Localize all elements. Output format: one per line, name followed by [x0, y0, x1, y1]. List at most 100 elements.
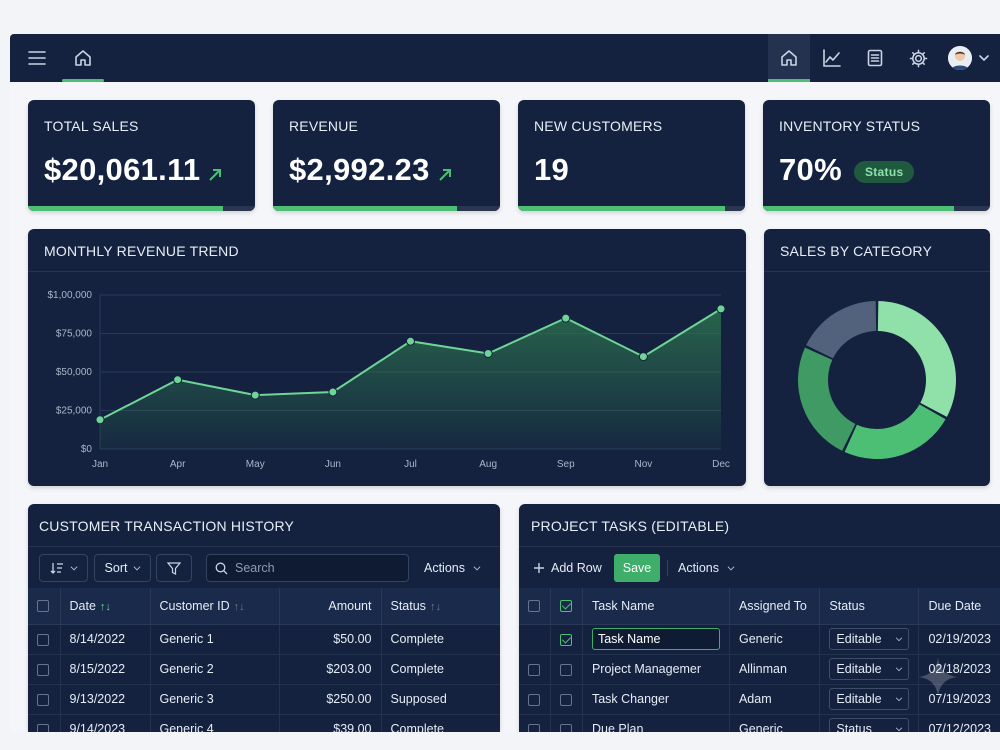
- divider: [28, 271, 746, 272]
- row-checkbox[interactable]: [550, 654, 583, 685]
- select-all-checkbox[interactable]: [28, 588, 61, 625]
- cell-due-date[interactable]: 07/12/2023: [918, 714, 1000, 732]
- x-tick-label: Jun: [325, 459, 341, 470]
- row-checkbox[interactable]: [519, 654, 552, 685]
- monthly-revenue-chart-card: MONTHLY REVENUE TREND $0 $25,000 $50,000 $7…: [28, 229, 746, 486]
- kpi-progress-bar: [273, 206, 500, 211]
- cell-task-name[interactable]: Due Plan: [582, 714, 730, 732]
- cell-amount: $250.00: [279, 684, 382, 715]
- column-header-due-date[interactable]: Due Date: [918, 588, 1000, 625]
- filter-icon: [167, 561, 181, 575]
- cell-assignee[interactable]: Generic: [729, 714, 821, 732]
- status-badge[interactable]: Status: [853, 160, 915, 183]
- table-row[interactable]: 9/14/2023 Generic 4 $39.00 Complete: [28, 714, 500, 732]
- avatar[interactable]: [948, 46, 972, 70]
- cell-status[interactable]: Status: [819, 714, 920, 732]
- chart-title: SALES BY CATEGORY: [780, 243, 933, 259]
- table-row[interactable]: Project Managemer Allinman Editable 02/1…: [519, 654, 1000, 685]
- y-tick-label: $75,000: [56, 329, 93, 340]
- filter-button[interactable]: [156, 554, 192, 582]
- cell-assignee[interactable]: Allinman: [729, 654, 821, 685]
- row-checkbox[interactable]: [550, 624, 583, 655]
- cell-assignee[interactable]: Adam: [729, 684, 821, 715]
- transaction-table: Date ↑↓ Customer ID ↑↓ Amount Status ↑↓ 8/1…: [28, 588, 500, 732]
- kpi-progress-bar: [28, 206, 255, 211]
- row-checkbox[interactable]: [28, 624, 61, 655]
- x-tick-label: Apr: [170, 459, 186, 470]
- table-row[interactable]: Task Changer Adam Editable 07/19/2023: [519, 684, 1000, 715]
- kpi-progress-bar: [518, 206, 745, 211]
- add-row-button[interactable]: Add Row: [533, 554, 602, 582]
- cell-date: 9/14/2023: [60, 714, 151, 732]
- row-checkbox[interactable]: [550, 714, 583, 732]
- table-row[interactable]: 9/13/2022 Generic 3 $250.00 Supposed: [28, 684, 500, 715]
- gear-icon[interactable]: [897, 34, 939, 82]
- kpi-label: REVENUE: [289, 118, 359, 134]
- row-checkbox[interactable]: [28, 654, 61, 685]
- x-tick-label: May: [246, 459, 265, 470]
- save-button[interactable]: Save: [614, 554, 660, 582]
- table-row[interactable]: Task Name Generic Editable 02/19/2023: [519, 624, 1000, 655]
- cell-customer: Generic 2: [150, 654, 280, 685]
- cell-due-date[interactable]: 02/18/2023: [918, 654, 1000, 685]
- home-icon[interactable]: [768, 34, 810, 82]
- table-title: PROJECT TASKS (EDITABLE): [531, 518, 730, 534]
- cell-amount: $39.00: [279, 714, 382, 732]
- row-checkbox[interactable]: [550, 684, 583, 715]
- y-tick-label: $25,000: [56, 406, 93, 417]
- status-select[interactable]: Editable: [829, 628, 910, 650]
- row-checkbox[interactable]: [28, 714, 61, 732]
- cell-task-name[interactable]: Project Managemer: [582, 654, 730, 685]
- status-select[interactable]: Editable: [829, 688, 910, 710]
- row-checkbox[interactable]: [519, 714, 552, 732]
- hamburger-icon[interactable]: [16, 34, 58, 82]
- active-tab-indicator: [768, 79, 810, 82]
- task-name-input[interactable]: Task Name: [591, 628, 720, 650]
- column-header-customer-id[interactable]: Customer ID ↑↓: [150, 588, 280, 625]
- cell-task-name[interactable]: Task Changer: [582, 684, 730, 715]
- table-row[interactable]: 8/14/2022 Generic 1 $50.00 Complete: [28, 624, 500, 655]
- column-header-status[interactable]: Status ↑↓: [381, 588, 500, 625]
- column-header-assigned-to[interactable]: Assigned To: [729, 588, 821, 625]
- sort-arrows-icon: ↑↓: [233, 600, 245, 613]
- status-select[interactable]: Status: [829, 718, 910, 732]
- search-icon: [215, 562, 228, 574]
- column-header-amount[interactable]: Amount: [279, 588, 382, 625]
- column-order-button[interactable]: [39, 554, 88, 582]
- status-select[interactable]: Editable: [829, 658, 910, 680]
- kpi-card-inventory-status: INVENTORY STATUS 70% Status: [763, 100, 990, 211]
- cell-due-date[interactable]: 07/19/2023: [918, 684, 1000, 715]
- column-header-task-name[interactable]: Task Name: [582, 588, 730, 625]
- cell-due-date[interactable]: 02/19/2023: [918, 624, 1000, 655]
- chevron-down-icon[interactable]: [972, 34, 996, 82]
- cell-task-name[interactable]: Task Name: [582, 624, 730, 655]
- column-header-status[interactable]: Status: [819, 588, 920, 625]
- actions-dropdown[interactable]: Actions: [424, 554, 481, 582]
- kpi-label: INVENTORY STATUS: [779, 118, 921, 134]
- chevron-down-icon: [70, 563, 78, 570]
- data-point: [250, 390, 260, 400]
- sort-button[interactable]: Sort: [94, 554, 151, 582]
- x-tick-label: Jul: [404, 459, 417, 470]
- table-row[interactable]: Due Plan Generic Status 07/12/2023: [519, 714, 1000, 732]
- search-input[interactable]: Search: [206, 554, 409, 582]
- document-icon[interactable]: [854, 34, 896, 82]
- donut-slice: [844, 404, 946, 459]
- row-select-column[interactable]: [550, 588, 583, 625]
- actions-dropdown[interactable]: Actions: [678, 554, 735, 582]
- trend-up-arrow-icon: [438, 154, 452, 190]
- home-icon[interactable]: [62, 34, 104, 82]
- cell-status[interactable]: Editable: [819, 654, 920, 685]
- line-chart-icon[interactable]: [811, 34, 853, 82]
- data-point: [483, 349, 493, 359]
- column-header-date[interactable]: Date ↑↓: [60, 588, 151, 625]
- kpi-card-revenue: REVENUE $2,992.23: [273, 100, 500, 211]
- select-all-checkbox[interactable]: [519, 588, 552, 625]
- cell-status[interactable]: Editable: [819, 684, 920, 715]
- row-checkbox[interactable]: [519, 684, 552, 715]
- table-row[interactable]: 8/15/2022 Generic 2 $203.00 Complete: [28, 654, 500, 685]
- data-point: [716, 304, 726, 314]
- cell-assignee[interactable]: Generic: [729, 624, 821, 655]
- row-checkbox[interactable]: [28, 684, 61, 715]
- cell-status[interactable]: Editable: [819, 624, 920, 655]
